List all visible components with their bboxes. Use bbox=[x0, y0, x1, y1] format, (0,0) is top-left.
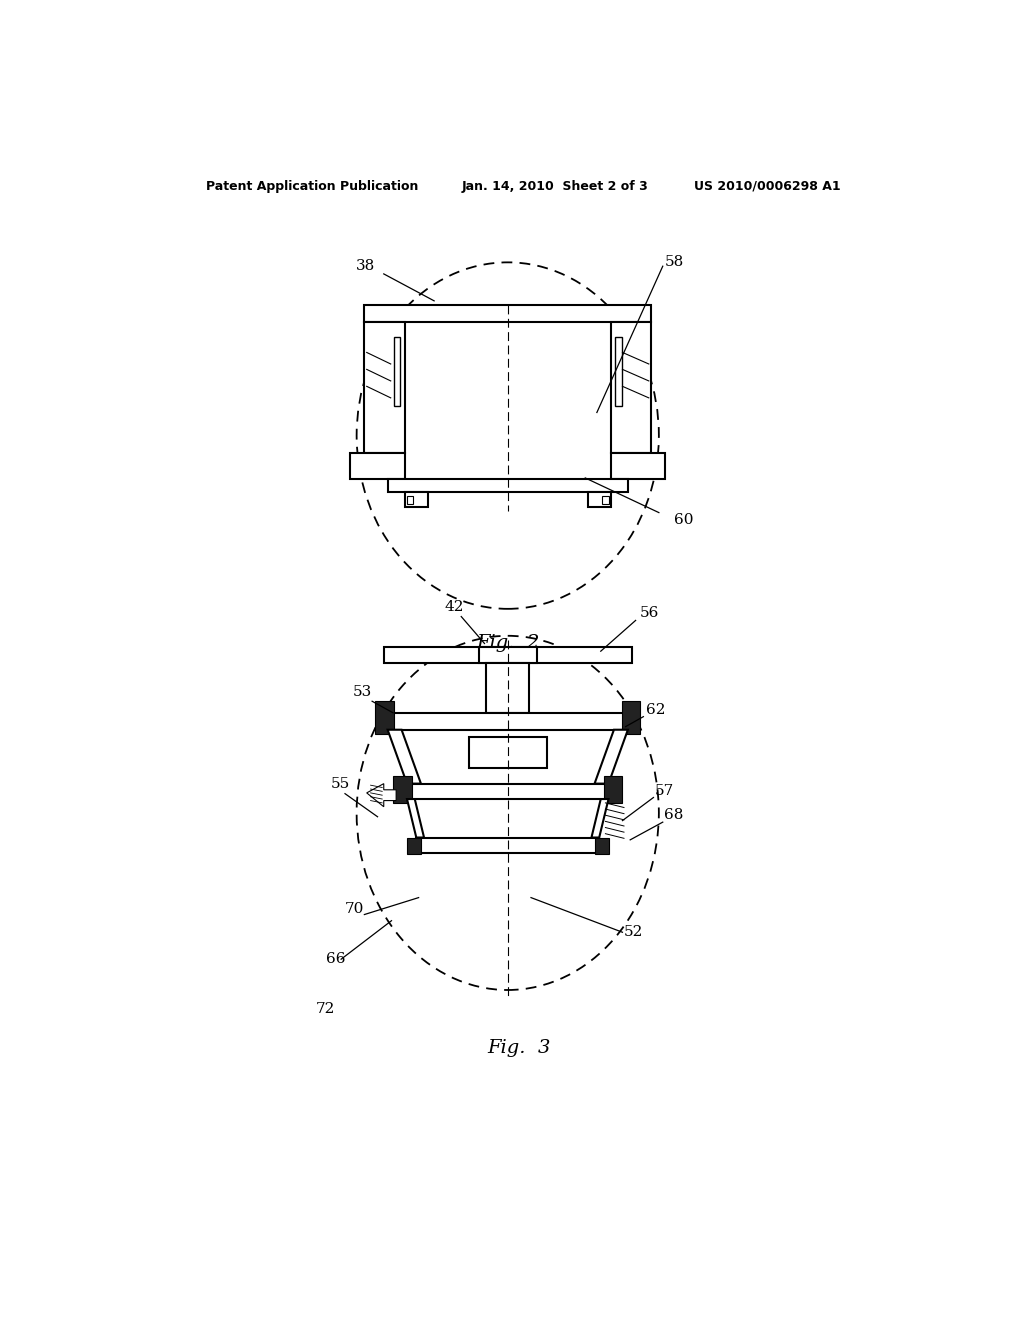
Text: Patent Application Publication: Patent Application Publication bbox=[206, 180, 418, 193]
Polygon shape bbox=[407, 799, 424, 838]
Bar bbox=[588, 492, 611, 507]
Text: 42: 42 bbox=[444, 601, 464, 614]
Bar bbox=[393, 776, 412, 803]
Bar bbox=[611, 453, 665, 479]
Bar bbox=[417, 838, 599, 853]
Polygon shape bbox=[388, 730, 421, 784]
Bar bbox=[407, 838, 421, 854]
Text: 56: 56 bbox=[640, 606, 658, 619]
Bar bbox=[622, 701, 640, 734]
Text: Fig.  3: Fig. 3 bbox=[487, 1039, 551, 1057]
Bar bbox=[365, 322, 404, 453]
Bar bbox=[486, 663, 529, 713]
Bar bbox=[404, 492, 428, 507]
Text: 55: 55 bbox=[331, 777, 350, 791]
Bar bbox=[478, 647, 537, 663]
Text: 38: 38 bbox=[356, 259, 376, 273]
Polygon shape bbox=[592, 799, 608, 838]
Bar bbox=[388, 479, 628, 492]
Bar bbox=[375, 701, 394, 734]
Text: Fig.  2: Fig. 2 bbox=[476, 635, 540, 652]
Bar bbox=[407, 496, 414, 504]
Text: 53: 53 bbox=[352, 685, 372, 698]
Text: 68: 68 bbox=[665, 808, 684, 822]
Bar bbox=[350, 453, 404, 479]
Text: 70: 70 bbox=[345, 902, 365, 916]
Bar bbox=[388, 713, 628, 730]
Text: 57: 57 bbox=[655, 784, 674, 799]
Text: 72: 72 bbox=[315, 1002, 335, 1016]
Text: 62: 62 bbox=[646, 704, 666, 717]
Bar bbox=[611, 322, 651, 453]
Bar bbox=[394, 337, 400, 407]
Bar bbox=[407, 784, 608, 799]
Text: 60: 60 bbox=[675, 513, 694, 527]
Text: US 2010/0006298 A1: US 2010/0006298 A1 bbox=[693, 180, 841, 193]
Bar bbox=[469, 738, 547, 768]
Text: 66: 66 bbox=[326, 952, 345, 966]
Bar bbox=[602, 496, 608, 504]
Polygon shape bbox=[595, 730, 628, 784]
Bar bbox=[615, 337, 622, 407]
Text: Jan. 14, 2010  Sheet 2 of 3: Jan. 14, 2010 Sheet 2 of 3 bbox=[461, 180, 648, 193]
Polygon shape bbox=[367, 784, 396, 807]
Text: 58: 58 bbox=[665, 255, 684, 269]
Text: 52: 52 bbox=[624, 925, 643, 939]
Bar bbox=[365, 305, 651, 322]
Bar bbox=[384, 647, 632, 663]
Bar bbox=[595, 838, 608, 854]
Bar bbox=[604, 776, 623, 803]
